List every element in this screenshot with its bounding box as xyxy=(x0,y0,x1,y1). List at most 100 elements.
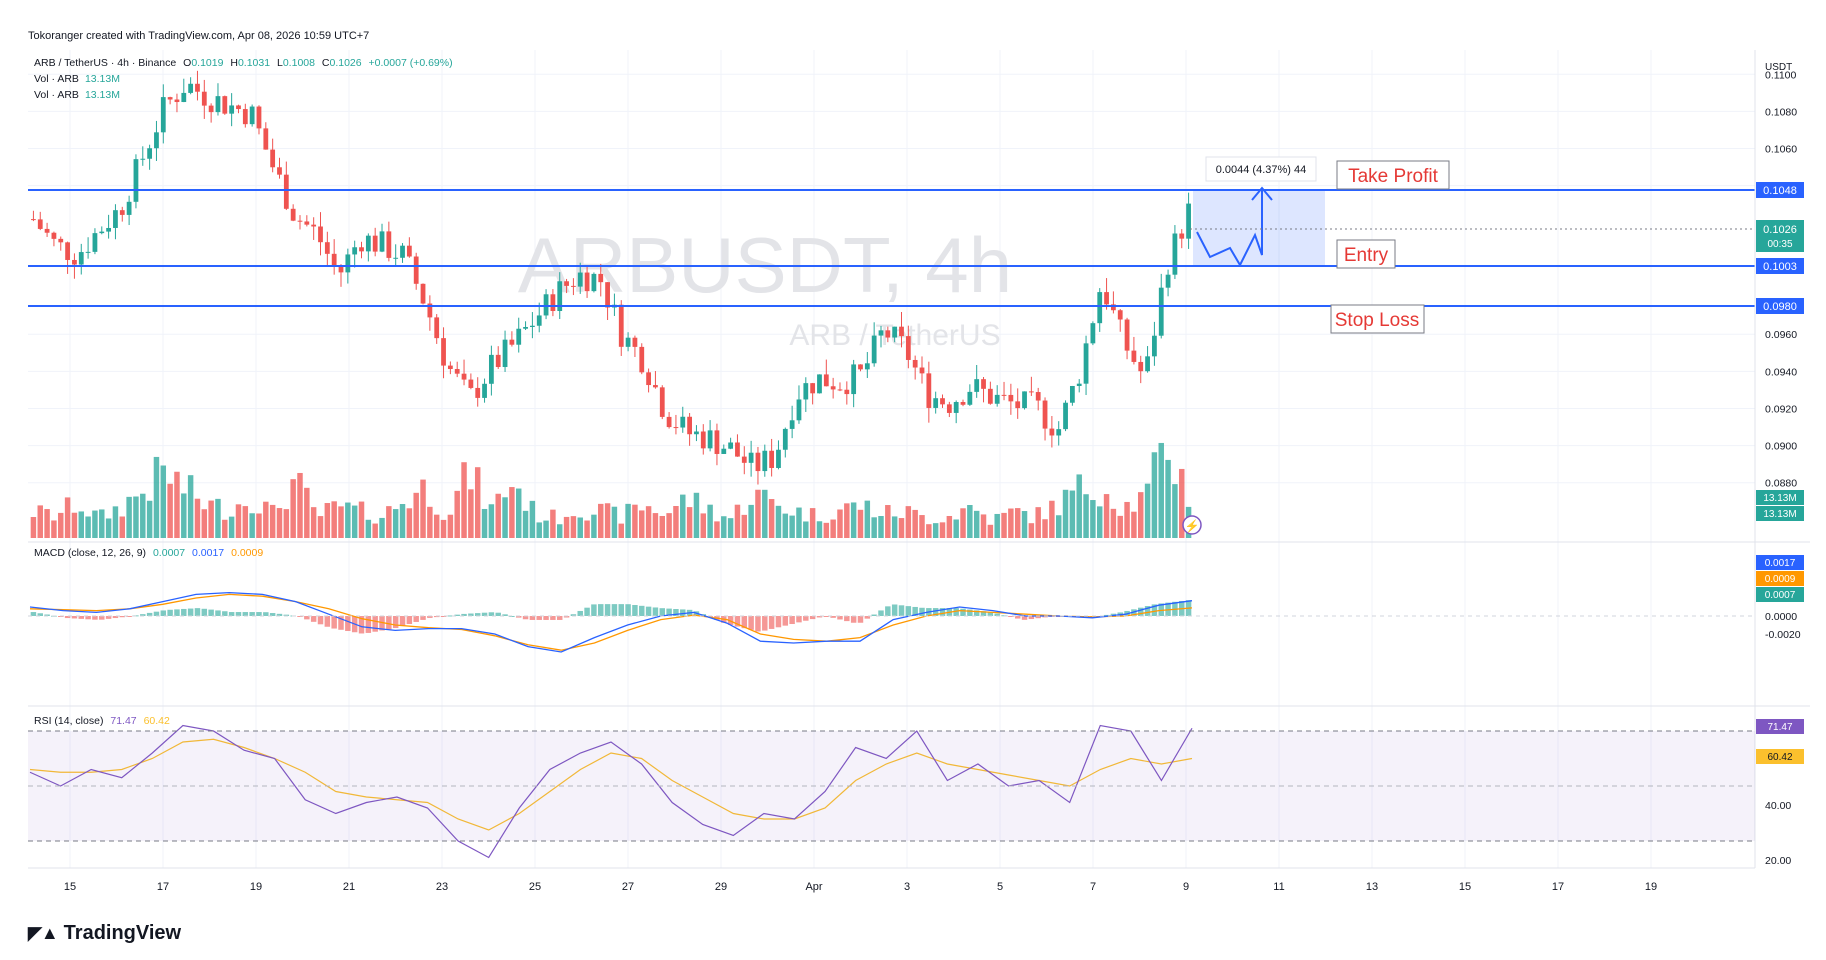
candle-body xyxy=(1158,287,1164,336)
volume-bar xyxy=(1083,494,1089,538)
time-tick-label: 5 xyxy=(997,881,1003,893)
candle-body xyxy=(188,83,194,93)
candle-body xyxy=(229,105,235,114)
macd-hist-bar xyxy=(973,610,980,616)
macd-hist-bar xyxy=(987,612,994,616)
volume-bar xyxy=(146,500,153,538)
take-profit-box[interactable] xyxy=(1336,160,1450,190)
time-axis[interactable]: 15 17 19 21 23 25 27 29 Apr 3 5 7 9 11 13 15 17 19 xyxy=(64,881,1657,893)
volume-bar xyxy=(317,516,324,538)
tradingview-logo[interactable]: ◤▲ TradingView xyxy=(28,922,181,945)
candle-body xyxy=(283,174,289,209)
volume-bar xyxy=(837,509,843,538)
volume-bar xyxy=(755,489,761,538)
volume-bar xyxy=(905,506,912,538)
macd-hist-bar xyxy=(338,616,344,630)
macd-legend: MACD (close, 12, 26, 9) 0.0007 0.0017 0.… xyxy=(34,547,263,559)
candle-body xyxy=(413,256,419,284)
candle-body xyxy=(1090,323,1096,344)
macd-hist-bar xyxy=(474,613,481,616)
volume-bar xyxy=(960,508,966,538)
candle-body xyxy=(304,221,310,225)
volume-bar xyxy=(420,479,426,538)
macd-histogram xyxy=(30,600,1192,634)
volume-bar xyxy=(953,519,959,538)
volume-bar xyxy=(1151,452,1158,538)
volume-bar xyxy=(345,502,351,538)
lightning-glyph: ⚡ xyxy=(1185,519,1200,533)
candle-body xyxy=(434,317,440,339)
macd-hist-bar xyxy=(857,616,864,623)
candle-body xyxy=(994,394,1000,404)
candle-body xyxy=(1001,394,1007,396)
candle-body xyxy=(1056,429,1062,436)
candle-body xyxy=(987,388,993,404)
candle-body xyxy=(393,257,399,259)
time-tick-label: 23 xyxy=(436,881,448,893)
entry-box[interactable] xyxy=(1336,239,1396,269)
volume-bar xyxy=(1158,442,1164,538)
volume-bar xyxy=(939,522,946,538)
macd-hist-bar xyxy=(215,610,221,616)
candle-body xyxy=(776,449,781,468)
volume-bar xyxy=(1117,515,1123,538)
volume-bar xyxy=(468,489,474,538)
volume-bar xyxy=(1014,508,1021,538)
macd-hist-bar xyxy=(345,616,351,632)
macd-hist-bar xyxy=(276,613,283,616)
svg-text:0.0017: 0.0017 xyxy=(1765,558,1796,569)
stop-loss-box[interactable] xyxy=(1330,304,1425,334)
volume-bar xyxy=(358,501,365,538)
candle-body xyxy=(523,326,528,329)
lightning-icon[interactable] xyxy=(1182,515,1202,535)
candle-body xyxy=(550,294,556,311)
volume-bar xyxy=(700,513,707,538)
volume-bar xyxy=(30,517,37,538)
macd-hist-bar xyxy=(645,606,652,616)
position-box[interactable] xyxy=(1193,189,1325,266)
volume-bar xyxy=(659,515,665,538)
macd-hist-bar xyxy=(44,614,50,616)
time-tick-label: 19 xyxy=(1645,881,1657,893)
volume-bar xyxy=(99,509,105,538)
volume-bar xyxy=(577,517,583,538)
price-tick-label: 0.1100 xyxy=(1765,69,1796,81)
macd-badges: 0.0017 0.0009 0.0007 xyxy=(1756,555,1804,602)
candle-body xyxy=(666,416,672,428)
volume-bar xyxy=(994,513,1000,538)
candle-body xyxy=(1179,233,1185,239)
volume-bar xyxy=(748,504,754,538)
candle-body xyxy=(365,235,371,252)
volume-bar xyxy=(379,517,385,538)
candle-body xyxy=(1131,350,1137,362)
macd-hist-bar xyxy=(734,616,741,627)
rsi-tick-label: 40.00 xyxy=(1765,800,1791,812)
volume-bar xyxy=(1001,512,1007,538)
candle-body xyxy=(1069,385,1075,403)
macd-hist-bar xyxy=(447,615,454,617)
volume-bar xyxy=(433,514,440,538)
macd-hist-bar xyxy=(64,616,71,619)
macd-hist-bar xyxy=(146,612,153,616)
volume-bar xyxy=(782,513,789,538)
candle-body xyxy=(482,383,487,398)
candle-body xyxy=(420,283,426,304)
time-tick-label: 15 xyxy=(1459,881,1471,893)
rsi-band xyxy=(28,731,1755,841)
candle-body xyxy=(741,456,747,463)
candle-body xyxy=(324,242,330,254)
candle-body xyxy=(851,364,857,395)
svg-text:0.0980: 0.0980 xyxy=(1763,301,1797,313)
candle-body xyxy=(564,281,569,286)
volume-bar xyxy=(256,513,262,538)
volume-bar xyxy=(474,467,481,538)
volume-bar xyxy=(440,519,447,538)
volume-bar xyxy=(509,487,515,538)
candle-body xyxy=(236,105,241,110)
price-candles xyxy=(31,70,1191,485)
candle-body xyxy=(488,354,494,384)
candle-body xyxy=(427,303,433,318)
volume-bar xyxy=(1035,507,1041,538)
volume-bar xyxy=(762,489,768,538)
